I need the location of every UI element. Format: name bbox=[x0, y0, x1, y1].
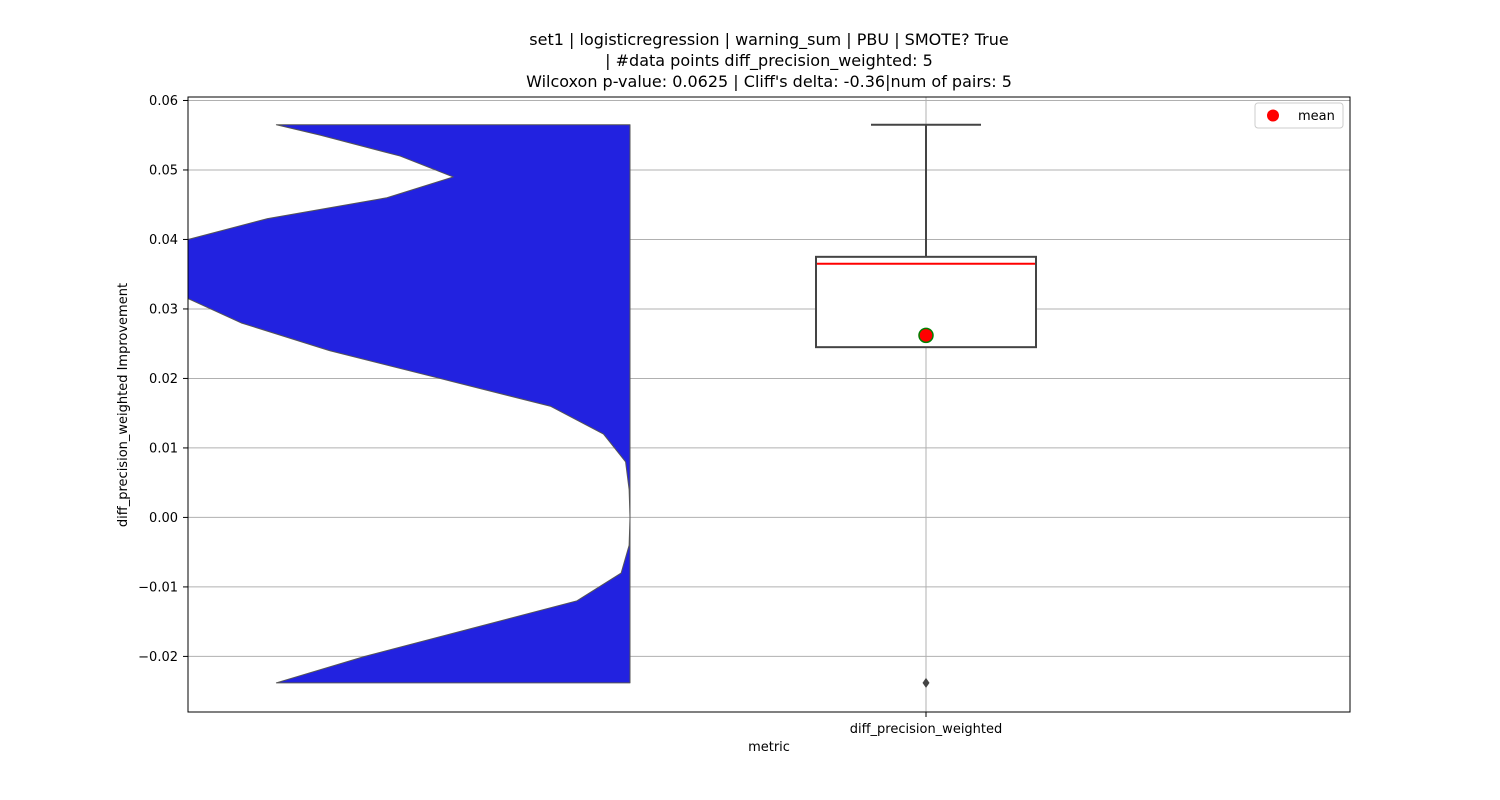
legend: mean bbox=[1254, 102, 1344, 129]
chart-title-line-1: set1 | logisticregression | warning_sum … bbox=[529, 30, 1009, 49]
y-tick-label: 0.00 bbox=[149, 511, 178, 526]
y-tick-label: 0.02 bbox=[149, 372, 178, 387]
violin-layer bbox=[187, 124, 631, 684]
violin-body bbox=[187, 124, 631, 684]
boxplot-layer bbox=[815, 123, 1037, 688]
y-axis-label: diff_precision_weighted Improvement bbox=[116, 283, 131, 527]
chart-title-line-2: | #data points diff_precision_weighted: … bbox=[605, 51, 933, 70]
ticks-layer: −0.02 −0.01 0.00 0.01 0.02 0.03 0.04 0.05 0.06 di… bbox=[138, 94, 1002, 737]
legend-mean-marker bbox=[1267, 109, 1279, 122]
y-tick-label: 0.06 bbox=[149, 94, 178, 109]
plot-frame bbox=[187, 96, 1351, 713]
x-tick-label: diff_precision_weighted bbox=[850, 722, 1003, 737]
grid-layer bbox=[188, 97, 1350, 712]
y-tick-label: 0.03 bbox=[149, 302, 178, 317]
x-axis-label: metric bbox=[748, 740, 790, 755]
mean-marker bbox=[918, 327, 934, 344]
legend-box bbox=[1254, 102, 1344, 129]
y-tick-label: 0.04 bbox=[149, 233, 178, 248]
y-tick-label: −0.01 bbox=[138, 580, 178, 595]
outlier-point bbox=[922, 677, 930, 688]
y-tick-label: 0.05 bbox=[149, 163, 178, 178]
legend-mean-label: mean bbox=[1298, 109, 1335, 124]
y-tick-label: −0.02 bbox=[138, 650, 178, 665]
chart-title-line-3: Wilcoxon p-value: 0.0625 | Cliff's delta… bbox=[526, 72, 1012, 91]
y-tick-label: 0.01 bbox=[149, 441, 178, 456]
